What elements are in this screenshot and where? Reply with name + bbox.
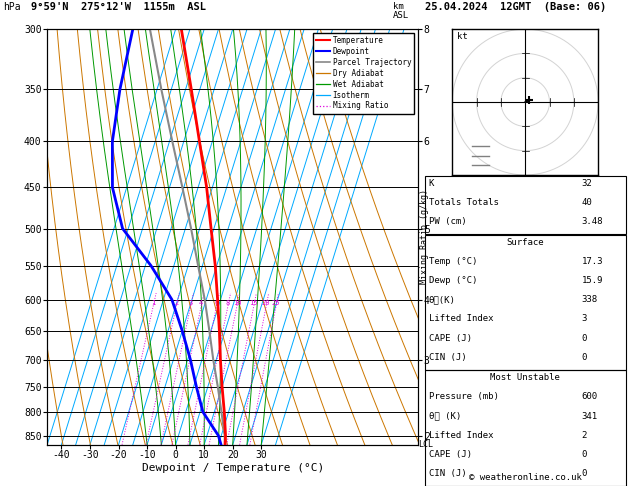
Text: CAPE (J): CAPE (J) — [428, 333, 472, 343]
Text: 3: 3 — [582, 314, 587, 323]
Text: 0: 0 — [582, 469, 587, 478]
Text: K: K — [428, 179, 434, 188]
Text: km: km — [393, 2, 404, 12]
Text: 8: 8 — [226, 300, 230, 306]
Text: 0: 0 — [582, 333, 587, 343]
Text: 341: 341 — [582, 412, 598, 420]
Text: Pressure (mb): Pressure (mb) — [428, 393, 498, 401]
Text: 32: 32 — [582, 179, 593, 188]
Text: 9°59'N  275°12'W  1155m  ASL: 9°59'N 275°12'W 1155m ASL — [31, 2, 206, 13]
Text: Surface: Surface — [506, 238, 544, 247]
Text: hPa: hPa — [3, 2, 21, 13]
Text: 4: 4 — [199, 300, 203, 306]
Text: 15: 15 — [250, 300, 258, 306]
Text: 20: 20 — [262, 300, 270, 306]
Text: CIN (J): CIN (J) — [428, 353, 466, 362]
Text: 2: 2 — [582, 431, 587, 440]
Text: 25: 25 — [272, 300, 280, 306]
Text: θᴇ(K): θᴇ(K) — [428, 295, 455, 304]
Text: θᴇ (K): θᴇ (K) — [428, 412, 461, 420]
Text: Temp (°C): Temp (°C) — [428, 257, 477, 266]
Text: CIN (J): CIN (J) — [428, 469, 466, 478]
Text: 2: 2 — [174, 300, 179, 306]
Bar — [425, 235, 626, 370]
Text: Totals Totals: Totals Totals — [428, 198, 498, 207]
Text: 40: 40 — [582, 198, 593, 207]
Text: 600: 600 — [582, 393, 598, 401]
Text: Dewp (°C): Dewp (°C) — [428, 276, 477, 285]
Bar — [425, 370, 626, 486]
X-axis label: Dewpoint / Temperature (°C): Dewpoint / Temperature (°C) — [142, 463, 324, 473]
Text: 1: 1 — [151, 300, 155, 306]
Text: 0: 0 — [582, 353, 587, 362]
Text: 338: 338 — [582, 295, 598, 304]
Bar — [425, 176, 626, 234]
Text: 6: 6 — [214, 300, 219, 306]
Legend: Temperature, Dewpoint, Parcel Trajectory, Dry Adiabat, Wet Adiabat, Isotherm, Mi: Temperature, Dewpoint, Parcel Trajectory… — [313, 33, 415, 114]
Text: 17.3: 17.3 — [582, 257, 603, 266]
Text: CAPE (J): CAPE (J) — [428, 450, 472, 459]
Text: PW (cm): PW (cm) — [428, 217, 466, 226]
Text: 25.04.2024  12GMT  (Base: 06): 25.04.2024 12GMT (Base: 06) — [425, 2, 606, 13]
Text: © weatheronline.co.uk: © weatheronline.co.uk — [469, 473, 582, 482]
Text: 3: 3 — [189, 300, 193, 306]
Text: LCL: LCL — [418, 440, 433, 449]
Text: Most Unstable: Most Unstable — [490, 373, 560, 382]
Text: ASL: ASL — [393, 11, 409, 20]
Text: 3.48: 3.48 — [582, 217, 603, 226]
Text: Mixing Ratio (g/kg): Mixing Ratio (g/kg) — [420, 190, 429, 284]
Text: kt: kt — [457, 32, 468, 41]
Text: 15.9: 15.9 — [582, 276, 603, 285]
Text: 0: 0 — [582, 450, 587, 459]
Text: Lifted Index: Lifted Index — [428, 314, 493, 323]
Text: 10: 10 — [233, 300, 241, 306]
Text: Lifted Index: Lifted Index — [428, 431, 493, 440]
